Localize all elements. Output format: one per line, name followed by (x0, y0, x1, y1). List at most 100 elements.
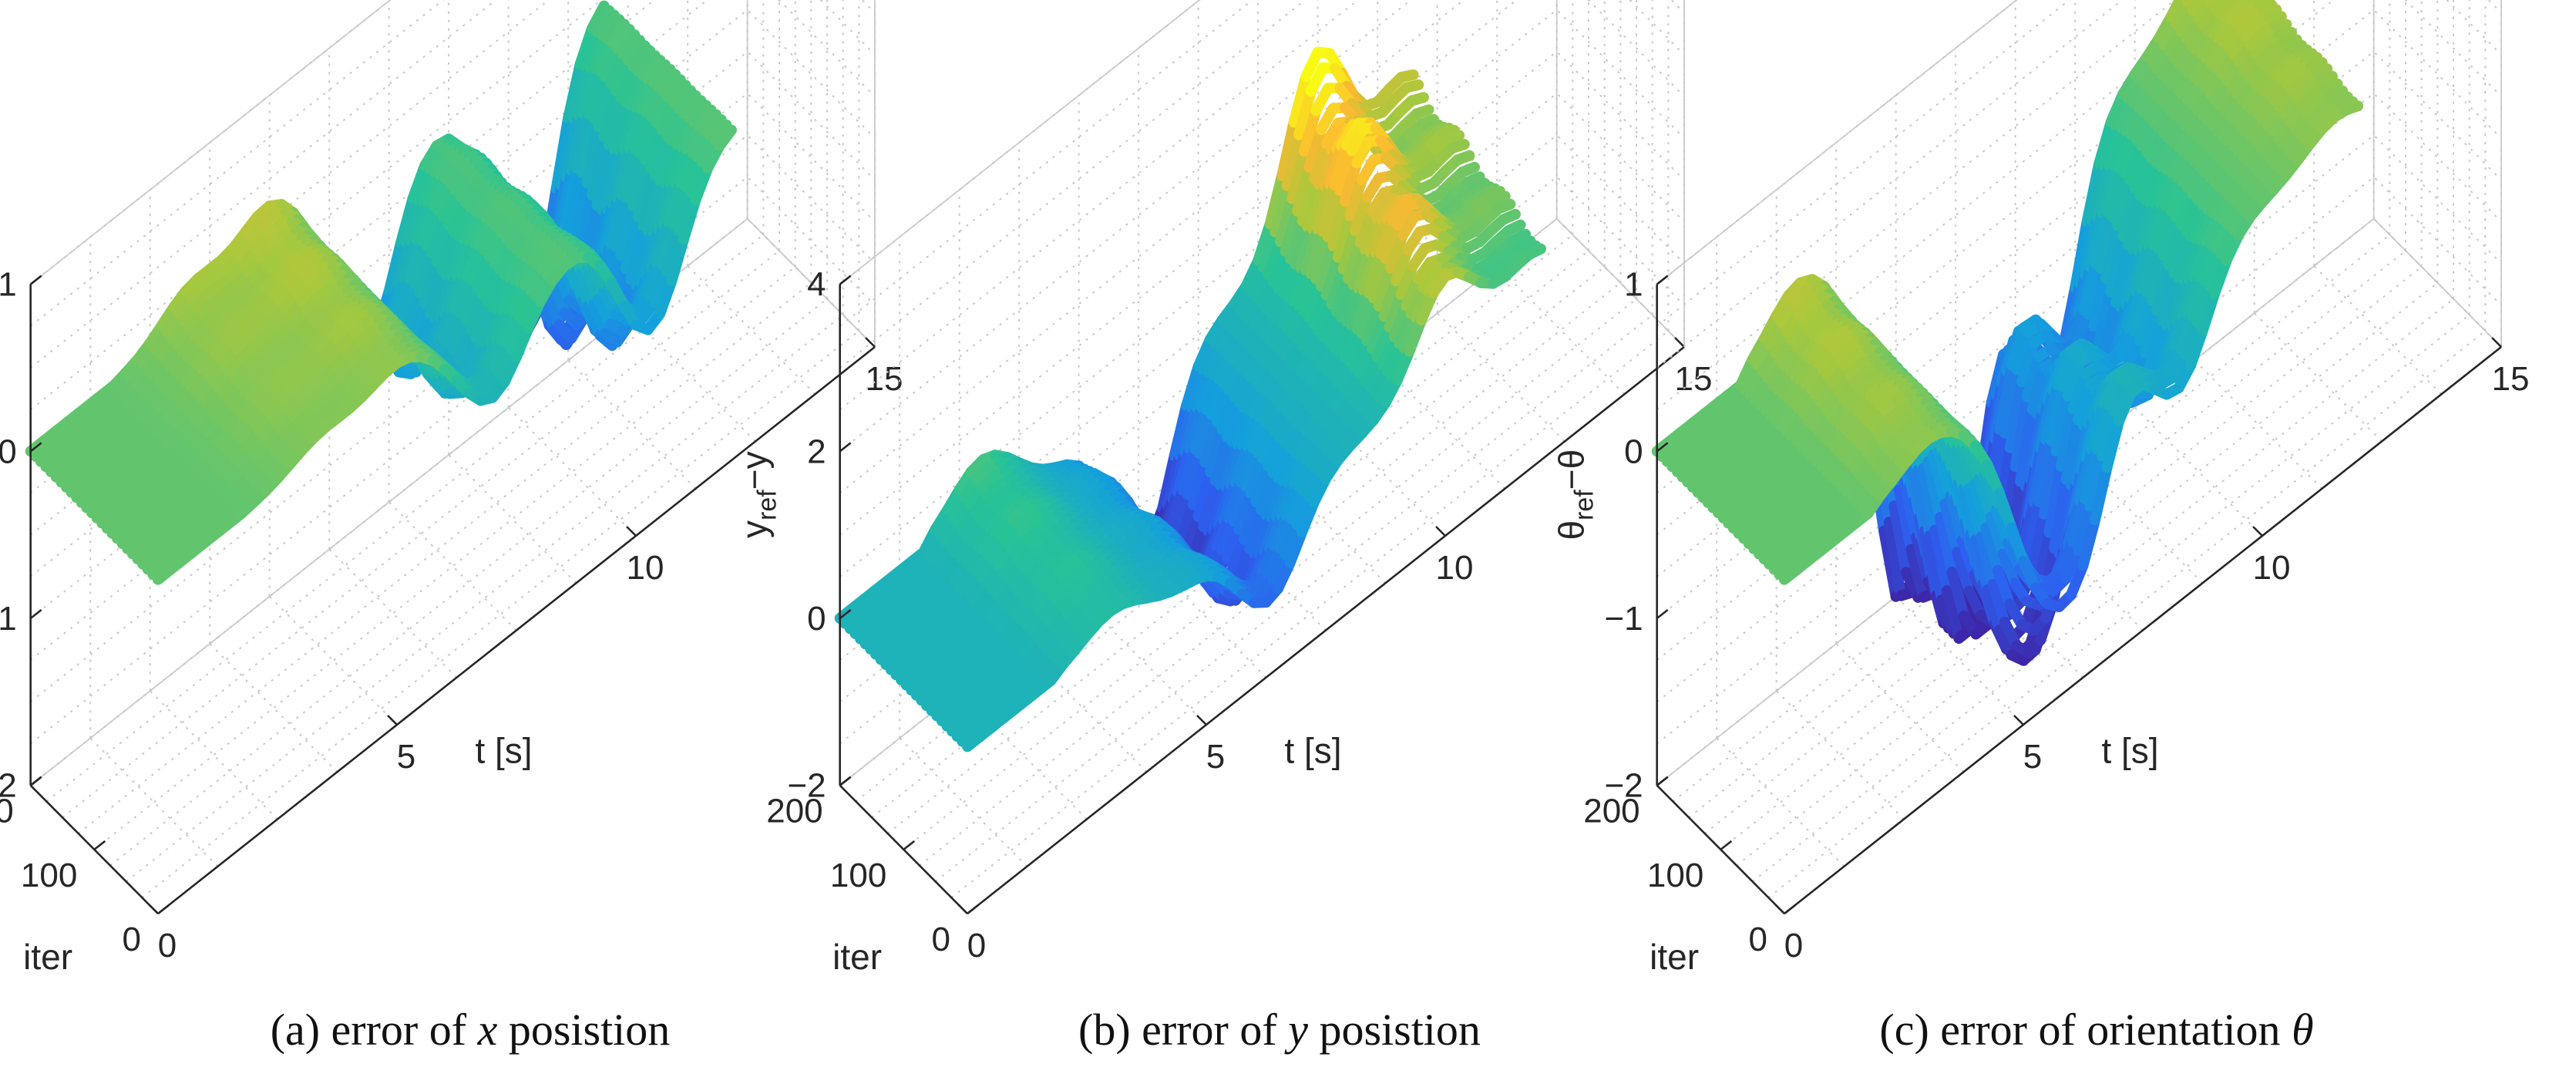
data-line-segment (1375, 214, 1398, 260)
data-line-segment (1253, 218, 1276, 267)
data-line-segment (678, 194, 701, 245)
data-line-segment (455, 274, 478, 318)
data-line-segment (1187, 456, 1211, 510)
data-line-segment (1309, 138, 1332, 185)
data-line-segment (2114, 129, 2137, 173)
data-line-segment (1340, 283, 1364, 328)
data-line-segment (1457, 161, 1481, 178)
data-line-segment (2093, 116, 2117, 170)
data-line-segment (2078, 258, 2101, 316)
data-line-segment (615, 60, 639, 103)
caption-variable: θ (2292, 1005, 2314, 1055)
t-tick-label: 5 (1206, 738, 1225, 776)
data-line-segment (2320, 78, 2343, 93)
t-tick-label: 0 (158, 927, 177, 965)
data-line-segment (1963, 483, 1986, 543)
data-line-segment (1303, 281, 1327, 323)
data-line-segment (2258, 4, 2282, 16)
data-line-segment (1356, 292, 1380, 340)
data-line-segment (1894, 484, 1917, 555)
data-line-segment (2021, 497, 2045, 561)
iter-tick-label: 100 (21, 857, 77, 894)
data-line-segment (1322, 184, 1346, 243)
data-line-segment (1283, 262, 1306, 304)
data-line-segment (2090, 207, 2114, 270)
data-line-segment (2191, 281, 2215, 328)
data-line-segment (637, 50, 661, 81)
data-line-segment (1170, 489, 1194, 534)
data-line-segment (2141, 243, 2164, 298)
data-line-segment (2139, 305, 2162, 359)
t-axis-label: t [s] (475, 730, 532, 770)
t-tick (2013, 715, 2024, 726)
caption-suffix: posistion (497, 1005, 670, 1055)
data-line-segment (629, 106, 652, 155)
t-axis-line (967, 345, 1685, 915)
data-line-segment (1226, 534, 1249, 576)
data-line-segment (2045, 381, 2069, 446)
data-line-segment (632, 45, 656, 77)
iter-tick (1656, 776, 1669, 786)
t-axis-label: t [s] (2101, 730, 2158, 770)
data-line-segment (2122, 190, 2146, 251)
data-line-segment (607, 19, 631, 49)
value-tick (29, 608, 42, 620)
iter-tick (1784, 904, 1796, 915)
data-line-segment (1284, 527, 1307, 569)
data-line-segment (1192, 466, 1216, 523)
data-line-segment (690, 163, 713, 206)
data-line-segment (2268, 19, 2292, 32)
data-line-segment (452, 324, 476, 366)
data-line-segment (2194, 239, 2217, 283)
data-line-segment (569, 177, 593, 247)
data-line-segment (632, 162, 655, 223)
data-line-segment (2163, 218, 2186, 271)
data-line-segment (620, 211, 644, 274)
value-tick-label: 0 (0, 433, 17, 470)
data-line-segment (615, 200, 638, 261)
data-line-segment (431, 219, 454, 268)
data-line-segment (1285, 215, 1308, 265)
data-line-segment (2043, 460, 2067, 538)
data-line-segment (425, 211, 449, 259)
data-line-segment (1361, 300, 1384, 346)
data-line-segment (436, 226, 459, 276)
data-line-segment (1939, 498, 1963, 558)
value-tick-label: 4 (807, 266, 826, 304)
ylabel-main: y (735, 520, 775, 538)
data-line-segment (1406, 92, 1429, 106)
data-line-segment (610, 55, 634, 96)
data-line-segment (617, 29, 641, 60)
data-line-segment (564, 167, 587, 235)
data-line-segment (1385, 230, 1408, 274)
data-line-segment (1992, 564, 2016, 610)
iter-axis-label: iter (23, 937, 72, 977)
data-line-segment (1233, 487, 1256, 535)
data-line-segment (2134, 153, 2157, 201)
data-line-segment (1946, 566, 1969, 621)
data-line-segment (1970, 534, 1993, 595)
data-line-segment (2090, 462, 2113, 526)
data-line-segment (647, 59, 671, 89)
value-tick-label: 0 (807, 600, 826, 638)
data-line-segment (2021, 350, 2045, 402)
data-line-segment (414, 247, 437, 298)
data-line-segment (1404, 315, 1427, 357)
value-tick (29, 442, 42, 453)
data-line-segment (605, 190, 628, 251)
data-line-segment (2096, 406, 2120, 462)
data-line-segment (1268, 245, 1291, 288)
caption-prefix: (b) error of (1078, 1005, 1288, 1055)
value-tick-label: −1 (0, 600, 17, 638)
data-line-segment (597, 9, 620, 42)
iter-tick (839, 776, 852, 786)
t-axis-line (1784, 345, 2502, 915)
data-line-segment (2006, 522, 2029, 567)
data-line-segment (476, 258, 500, 301)
data-line-segment (1986, 511, 2009, 560)
data-line-segment (2052, 346, 2076, 391)
value-tick (29, 274, 42, 285)
data-line-segment (1354, 206, 1378, 248)
data-line-segment (2026, 362, 2050, 416)
